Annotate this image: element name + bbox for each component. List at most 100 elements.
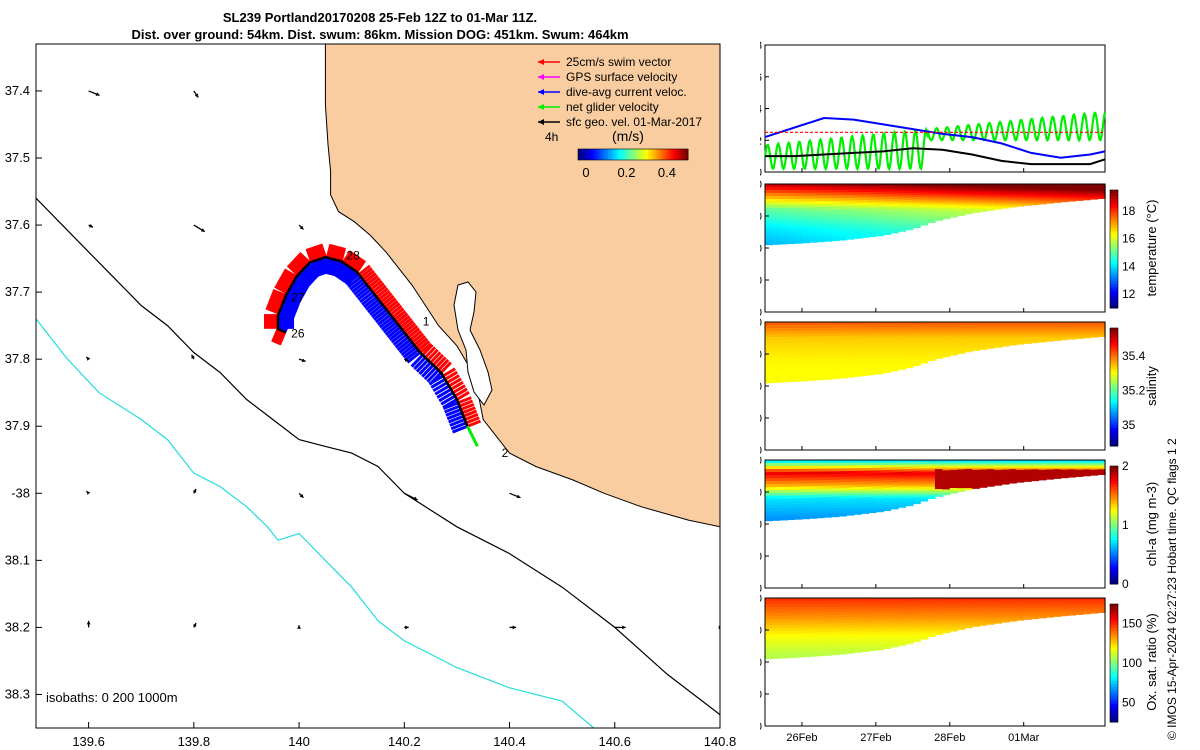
heatmap-cell bbox=[1016, 201, 1025, 204]
heatmap-cell bbox=[875, 610, 884, 615]
heatmap-cell bbox=[920, 626, 929, 630]
heatmap-cell bbox=[912, 207, 921, 211]
heatmap-cell bbox=[1068, 602, 1077, 604]
heatmap-cell bbox=[898, 467, 907, 471]
heatmap-cell bbox=[853, 208, 862, 212]
heatmap-cell bbox=[979, 332, 988, 335]
heatmap-cell bbox=[1060, 464, 1069, 466]
heatmap-cell bbox=[905, 462, 914, 466]
heatmap-cell bbox=[964, 192, 973, 195]
heatmap-cell bbox=[890, 341, 899, 345]
heatmap-cell bbox=[824, 629, 833, 633]
heatmap-cell bbox=[1090, 188, 1099, 190]
colorbar-tick-label: 18 bbox=[1122, 204, 1136, 218]
heatmap-cell bbox=[964, 609, 973, 612]
heatmap-cell bbox=[772, 634, 781, 638]
heatmap-cell bbox=[816, 626, 825, 631]
profile-heatmap bbox=[765, 184, 1106, 246]
heatmap-cell bbox=[905, 598, 914, 601]
heatmap-cell bbox=[883, 369, 892, 373]
island bbox=[453, 281, 493, 406]
swim-vector bbox=[446, 374, 460, 384]
heatmap-cell bbox=[1053, 462, 1062, 465]
current-vector bbox=[318, 258, 327, 275]
heatmap-cell bbox=[794, 210, 803, 215]
heatmap-cell bbox=[912, 337, 921, 341]
heatmap-cell bbox=[787, 483, 796, 488]
heatmap-cell bbox=[898, 324, 907, 328]
heatmap-cell bbox=[957, 461, 966, 464]
swim-vector bbox=[465, 416, 480, 425]
heatmap-cell bbox=[1001, 474, 1010, 477]
heatmap-cell bbox=[853, 322, 862, 326]
heatmap-cell bbox=[964, 350, 973, 353]
heatmap-cell bbox=[831, 370, 840, 374]
heatmap-cell bbox=[1038, 477, 1047, 480]
heatmap-cell bbox=[1038, 330, 1047, 333]
colorbar-cell bbox=[1110, 604, 1118, 608]
heatmap-cell bbox=[890, 348, 899, 352]
heatmap-cell bbox=[1060, 474, 1069, 477]
heatmap-cell bbox=[898, 186, 907, 190]
heatmap-cell bbox=[1082, 191, 1091, 193]
heatmap-cell bbox=[794, 501, 803, 505]
heatmap-cell bbox=[957, 624, 966, 627]
heatmap-cell bbox=[949, 491, 958, 494]
heatmap-cell bbox=[1068, 609, 1077, 611]
heatmap-cell bbox=[964, 473, 973, 476]
heatmap-cell bbox=[986, 603, 995, 606]
heatmap-cell bbox=[772, 229, 781, 233]
heatmap-cell bbox=[1090, 602, 1099, 604]
heatmap-cell bbox=[1038, 466, 1047, 469]
heatmap-cell bbox=[1038, 469, 1047, 472]
colorbar-cell bbox=[1110, 348, 1118, 353]
heatmap-cell bbox=[1097, 194, 1106, 197]
heatmap-cell bbox=[905, 328, 914, 332]
heatmap-cell bbox=[1053, 460, 1062, 463]
heatmap-cell bbox=[1053, 603, 1062, 606]
heatmap-cell bbox=[809, 471, 818, 476]
heatmap-cell bbox=[853, 460, 862, 464]
heatmap-cell bbox=[787, 240, 796, 245]
colorbar-cell bbox=[1110, 387, 1118, 391]
heatmap-cell bbox=[779, 624, 788, 629]
current-vector bbox=[300, 270, 315, 284]
heatmap-cell bbox=[1068, 472, 1077, 475]
heatmap-cell bbox=[1045, 191, 1054, 194]
heatmap-cell bbox=[801, 647, 810, 652]
heatmap-cell bbox=[816, 207, 825, 211]
swim-vector bbox=[421, 343, 434, 357]
heatmap-cell bbox=[890, 501, 899, 505]
heatmap-cell bbox=[801, 641, 810, 646]
heatmap-cell bbox=[890, 365, 899, 369]
heatmap-cell bbox=[1031, 189, 1040, 191]
heatmap-cell bbox=[772, 514, 781, 518]
speed-colorbar-cell bbox=[593, 149, 596, 160]
heatmap-cell bbox=[898, 200, 907, 204]
heatmap-cell bbox=[1016, 607, 1025, 610]
current-vector bbox=[449, 418, 466, 427]
heatmap-cell bbox=[971, 475, 980, 478]
heatmap-cell bbox=[1023, 322, 1032, 324]
heatmap-cell bbox=[942, 322, 951, 325]
heatmap-cell bbox=[942, 213, 951, 216]
heatmap-cell bbox=[1053, 460, 1062, 462]
heatmap-cell bbox=[816, 649, 825, 654]
heatmap-cell bbox=[787, 474, 796, 479]
heatmap-cell bbox=[905, 487, 914, 491]
colorbar-cell bbox=[1110, 713, 1118, 717]
heatmap-cell bbox=[942, 353, 951, 356]
heatmap-cell bbox=[868, 231, 877, 235]
heatmap-cell bbox=[831, 237, 840, 242]
heatmap-cell bbox=[898, 640, 907, 644]
heatmap-cell bbox=[1038, 192, 1047, 195]
heatmap-cell bbox=[986, 617, 995, 620]
heatmap-cell bbox=[1053, 602, 1062, 605]
heatmap-cell bbox=[890, 198, 899, 202]
heatmap-cell bbox=[772, 373, 781, 377]
heatmap-cell bbox=[1045, 476, 1054, 478]
heatmap-cell bbox=[765, 598, 773, 602]
heatmap-cell bbox=[1075, 336, 1084, 339]
heatmap-cell bbox=[912, 194, 921, 198]
heatmap-cell bbox=[1023, 462, 1032, 464]
